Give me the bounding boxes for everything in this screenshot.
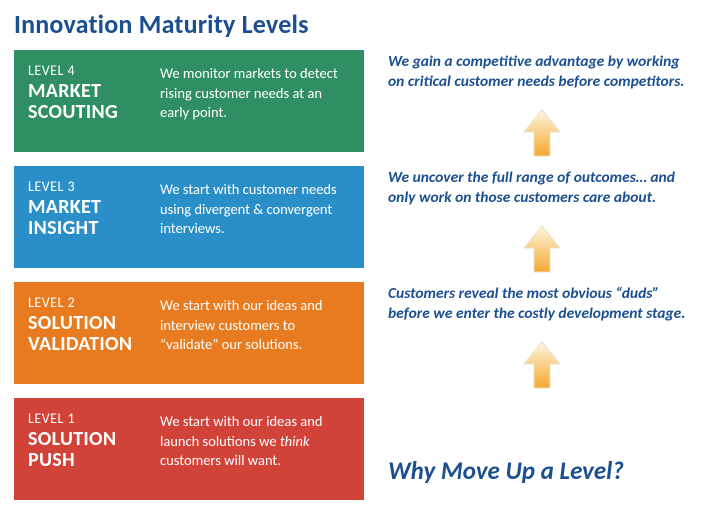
level-card-2: LEVEL 2 SOLUTIONVALIDATION We start with… [14,282,364,384]
level-card-3: LEVEL 3 MARKETINSIGHT We start with cust… [14,166,364,268]
up-arrow-icon [520,224,564,274]
up-arrow-icon [520,108,564,158]
benefit-text: Customers reveal the most obvious “duds”… [388,284,696,324]
level-name: SOLUTIONVALIDATION [28,313,160,355]
benefit-text: We uncover the full range of outcomes… a… [388,168,696,208]
level-label: LEVEL 2 [28,294,160,311]
level-desc: We monitor markets to detect rising cust… [160,62,348,138]
level-card-1: LEVEL 1 SOLUTIONPUSH We start with our i… [14,398,364,500]
level-desc: We start with customer needs using diver… [160,178,348,254]
benefit-cell-3: We uncover the full range of outcomes… a… [388,166,696,268]
level-name: MARKETINSIGHT [28,197,160,239]
maturity-grid: LEVEL 4 MARKETSCOUTING We monitor market… [14,50,696,500]
level-name: MARKETSCOUTING [28,81,160,123]
level-name: SOLUTIONPUSH [28,429,160,471]
level-card-4: LEVEL 4 MARKETSCOUTING We monitor market… [14,50,364,152]
level-desc: We start with our ideas and interview cu… [160,294,348,370]
level-label: LEVEL 4 [28,62,160,79]
level-label: LEVEL 3 [28,178,160,195]
page-title: Innovation Maturity Levels [14,8,696,40]
benefit-cell-4: We gain a competitive advantage by worki… [388,50,696,152]
level-label: LEVEL 1 [28,410,160,427]
cta-cell: Why Move Up a Level? [388,398,696,500]
up-arrow-icon [520,340,564,390]
level-desc: We start with our ideas and launch solut… [160,410,348,486]
cta-text: Why Move Up a Level? [388,400,696,486]
benefit-cell-2: Customers reveal the most obvious “duds”… [388,282,696,384]
benefit-text: We gain a competitive advantage by worki… [388,52,696,92]
